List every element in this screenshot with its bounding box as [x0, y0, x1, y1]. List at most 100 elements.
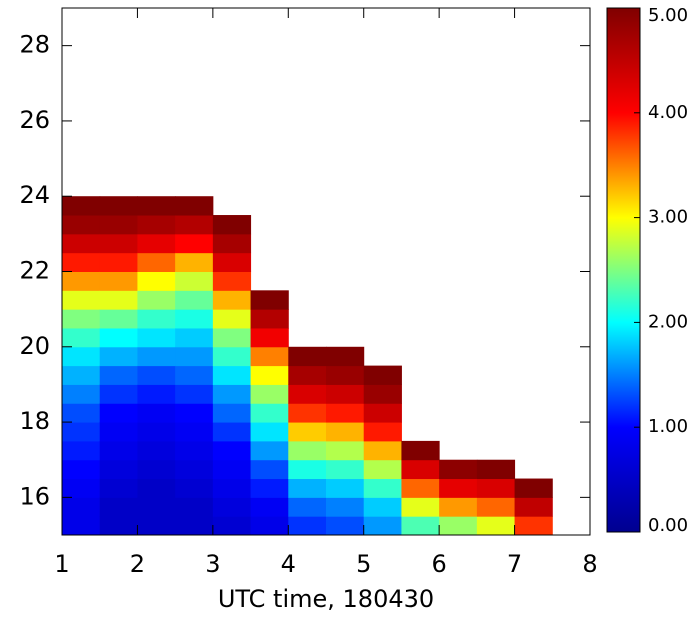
- heat-cell: [99, 346, 138, 367]
- heat-cell: [212, 384, 252, 404]
- heat-cell: [212, 516, 252, 536]
- heat-cell: [250, 422, 289, 442]
- heat-cell: [363, 440, 402, 461]
- heat-cell: [212, 309, 252, 329]
- heat-cell: [288, 440, 327, 461]
- heat-cell: [326, 440, 365, 461]
- y-tick-label: 26: [19, 106, 50, 134]
- colorbar-tick-label: 2.00: [648, 311, 688, 332]
- heat-cell: [175, 422, 214, 442]
- heat-cell: [62, 252, 101, 272]
- heat-cell: [62, 497, 101, 517]
- heat-cell: [137, 478, 176, 498]
- heat-cell: [175, 365, 214, 385]
- heat-cell: [326, 459, 365, 480]
- colorbar-tick-label: 0.00: [648, 515, 688, 536]
- heat-cell: [175, 309, 214, 329]
- heat-cell: [476, 516, 516, 536]
- heat-cell: [137, 215, 176, 235]
- heat-cell: [363, 365, 402, 385]
- x-tick-label: 1: [54, 550, 69, 578]
- heat-cell: [250, 516, 289, 536]
- x-tick-label: 6: [432, 550, 447, 578]
- heat-cell: [175, 384, 214, 404]
- y-tick-label: 24: [19, 181, 50, 209]
- x-tick-label: 4: [281, 550, 296, 578]
- heat-cell: [476, 459, 516, 480]
- colorbar-tick-label: 4.00: [648, 102, 688, 123]
- heat-cell: [137, 346, 176, 367]
- x-tick-label: 2: [130, 550, 145, 578]
- heat-cell: [401, 440, 440, 461]
- heat-cell: [250, 290, 289, 310]
- heat-cell: [439, 478, 478, 498]
- heat-cell: [250, 403, 289, 423]
- heat-cell: [514, 478, 553, 498]
- heat-cell: [363, 384, 402, 404]
- heat-cell: [363, 497, 402, 517]
- heat-cell: [99, 422, 138, 442]
- heat-cell: [62, 478, 101, 498]
- heat-cell: [363, 459, 402, 480]
- heat-cell: [212, 365, 252, 385]
- heat-cell: [137, 252, 176, 272]
- heat-cell: [212, 478, 252, 498]
- colorbar-tick-label: 3.00: [648, 207, 688, 228]
- heat-cell: [363, 403, 402, 423]
- heat-cell: [401, 497, 440, 517]
- heat-cell: [62, 233, 101, 254]
- heat-cell: [288, 422, 327, 442]
- heat-cell: [250, 478, 289, 498]
- heat-cell: [99, 365, 138, 385]
- heat-cell: [514, 516, 553, 536]
- heat-cell: [401, 459, 440, 480]
- heat-cell: [62, 384, 101, 404]
- heat-cell: [212, 290, 252, 310]
- heat-cell: [99, 271, 138, 291]
- colorbar-tick-label: 1.00: [648, 416, 688, 437]
- heat-cell: [250, 365, 289, 385]
- heat-cell: [288, 346, 327, 367]
- heat-cell: [363, 516, 402, 536]
- heat-cell: [137, 440, 176, 461]
- heat-cell: [439, 459, 478, 480]
- heat-cell: [212, 422, 252, 442]
- heat-cell: [62, 196, 101, 216]
- heat-cell: [175, 459, 214, 480]
- heat-cell: [363, 478, 402, 498]
- heat-cell: [99, 403, 138, 423]
- heat-cell: [137, 309, 176, 329]
- heat-cell: [62, 346, 101, 367]
- heat-cell: [175, 215, 214, 235]
- heat-cell: [137, 233, 176, 254]
- heat-cell: [514, 497, 553, 517]
- heat-cell: [175, 196, 214, 216]
- heat-cell: [250, 440, 289, 461]
- heat-cell: [288, 403, 327, 423]
- heat-cell: [99, 384, 138, 404]
- heat-cell: [401, 516, 440, 536]
- heat-cell: [62, 365, 101, 385]
- heat-cell: [62, 516, 101, 536]
- heat-cell: [137, 196, 176, 216]
- heat-cell: [250, 327, 289, 348]
- heat-cell: [250, 459, 289, 480]
- x-tick-label: 7: [507, 550, 522, 578]
- heat-cell: [288, 497, 327, 517]
- heat-cell: [212, 215, 252, 235]
- colorbar: [606, 7, 641, 533]
- heat-cell: [326, 403, 365, 423]
- colorbar-tick-label: 5.00: [648, 5, 688, 26]
- heat-cell: [99, 327, 138, 348]
- y-tick-label: 16: [19, 482, 50, 510]
- heat-cell: [99, 478, 138, 498]
- heat-cell: [175, 403, 214, 423]
- y-tick-label: 18: [19, 407, 50, 435]
- heat-cell: [62, 422, 101, 442]
- heat-cell: [212, 403, 252, 423]
- heat-cell: [326, 346, 365, 367]
- heat-cell: [326, 497, 365, 517]
- heat-cell: [212, 271, 252, 291]
- heat-cell: [363, 422, 402, 442]
